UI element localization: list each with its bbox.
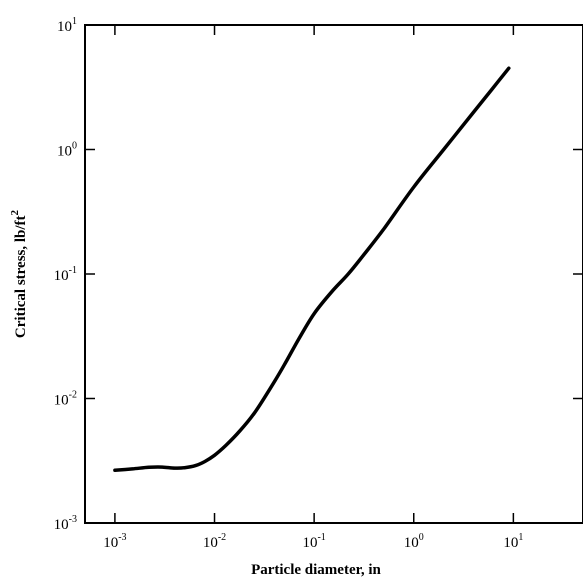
y-tick-label: 101 — [57, 16, 77, 35]
x-tick-label-exp: -1 — [317, 532, 325, 543]
y-tick-label: 100 — [57, 141, 77, 160]
y-tick-label-base: 10 — [57, 19, 72, 35]
y-tick-label-exp: -3 — [69, 514, 77, 525]
x-tick-label: 101 — [503, 532, 523, 551]
y-tick-label-exp: 1 — [72, 16, 77, 27]
x-tick-label-exp: 1 — [518, 532, 523, 543]
y-tick-label-exp: 0 — [72, 141, 77, 152]
y-axis-title-exp: 2 — [9, 209, 21, 215]
x-tick-label-exp: 0 — [419, 532, 424, 543]
plot-frame — [84, 24, 583, 524]
y-tick-label-exp: -2 — [69, 390, 77, 401]
series-line — [113, 66, 511, 473]
y-tick-label-base: 10 — [54, 393, 69, 409]
y-tick-label: 10-2 — [54, 390, 77, 409]
y-tick-label-base: 10 — [54, 517, 69, 533]
x-axis-title: Particle diameter, in — [251, 562, 381, 578]
x-tick-label-base: 10 — [203, 535, 218, 551]
y-tick-label-base: 10 — [57, 144, 72, 160]
x-tick-label: 10-2 — [203, 532, 226, 551]
x-tick-label: 10-3 — [103, 532, 126, 551]
x-tick-label-base: 10 — [103, 535, 118, 551]
x-tick-label: 10-1 — [302, 532, 325, 551]
x-tick-label-base: 10 — [503, 535, 518, 551]
x-tick-label: 100 — [404, 532, 424, 551]
x-tick-label-exp: -2 — [218, 532, 226, 543]
y-tick-label-base: 10 — [54, 268, 69, 284]
y-tick-label: 10-1 — [54, 265, 77, 284]
x-tick-label-base: 10 — [404, 535, 419, 551]
x-tick-label-exp: -3 — [118, 532, 126, 543]
x-axis-ticks: 10-3 10-2 10-1 100 101 — [103, 25, 523, 551]
y-tick-label-exp: -1 — [69, 265, 77, 276]
y-tick-label: 10-3 — [54, 514, 77, 533]
y-axis-title: Critical stress, lb/ft2 — [9, 209, 29, 338]
x-tick-label-base: 10 — [302, 535, 317, 551]
y-axis-title-main: Critical stress, lb/ft — [13, 215, 29, 338]
